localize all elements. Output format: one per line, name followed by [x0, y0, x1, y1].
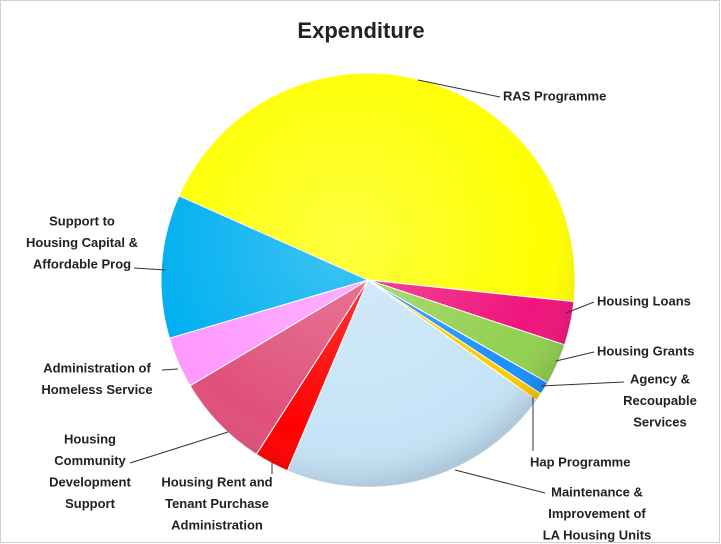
- slice-label: Development: [49, 474, 131, 489]
- slice-label: Maintenance &: [551, 484, 643, 499]
- slice-label: Improvement of: [548, 506, 646, 521]
- slice-label: Services: [633, 414, 687, 429]
- slice-label: Administration of: [43, 360, 151, 375]
- chart-title: Expenditure: [297, 18, 424, 43]
- leader-line: [161, 368, 179, 371]
- slice-label: Homeless Service: [41, 382, 152, 397]
- slice-label: Recoupable: [623, 393, 697, 408]
- leader-line: [129, 431, 229, 464]
- slice-label: Housing Loans: [597, 293, 691, 308]
- slice-label: Housing: [64, 431, 116, 446]
- slice-label: RAS Programme: [503, 88, 606, 103]
- slice-label: Housing Rent and: [161, 474, 272, 489]
- slice-label: Affordable Prog: [33, 256, 131, 271]
- leader-line: [540, 381, 625, 387]
- leader-line: [454, 469, 546, 494]
- slice-label: Housing Grants: [597, 343, 695, 358]
- slice-label: Hap Programme: [530, 454, 630, 469]
- leader-line: [133, 267, 167, 271]
- leader-line: [555, 351, 595, 362]
- slice-label: Agency &: [630, 371, 690, 386]
- leader-line: [417, 79, 501, 98]
- slice-label: Support to: [49, 213, 115, 228]
- slice-label: Support: [65, 496, 115, 511]
- slice-label: Community: [54, 453, 126, 468]
- slice-label: Housing Capital &: [26, 235, 138, 250]
- leader-line: [565, 301, 595, 314]
- slice-label: Administration: [171, 517, 263, 532]
- slice-label: Tenant Purchase: [165, 496, 269, 511]
- slice-label: LA Housing Units: [543, 527, 652, 542]
